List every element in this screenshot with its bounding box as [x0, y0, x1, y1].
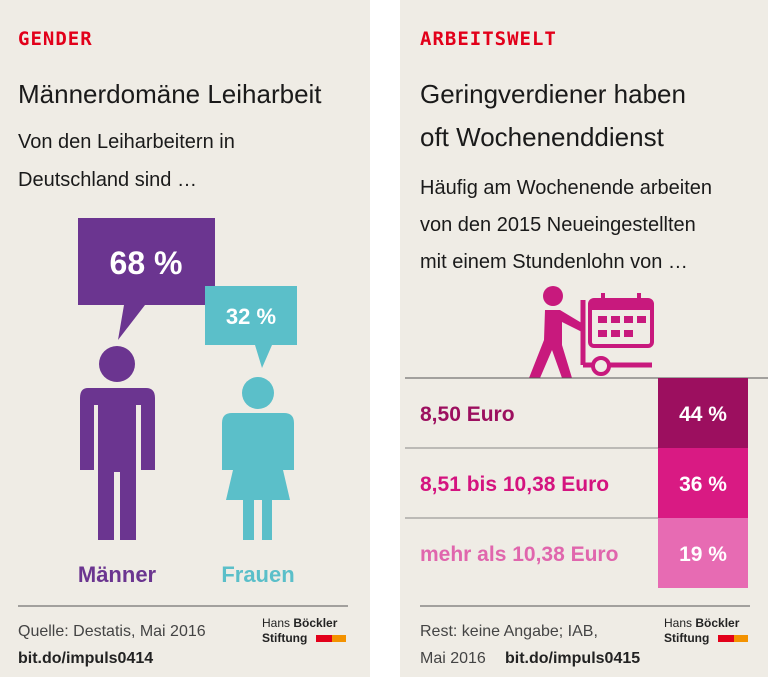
kicker: ARBEITSWELT [420, 28, 557, 50]
row-label: mehr als 10,38 Euro [420, 543, 618, 566]
worker-icon [529, 286, 654, 378]
share: 19 % [679, 543, 727, 566]
title: oft Wochenenddienst [420, 122, 665, 152]
logo-text: Stiftung [262, 631, 307, 645]
kicker: GENDER [18, 28, 93, 50]
share: 68 % [110, 245, 183, 281]
link: bit.do/impuls0414 [18, 650, 153, 667]
title: Geringverdiener haben [420, 79, 686, 109]
share-cell [658, 448, 748, 518]
subtitle: Häufig am Wochenende arbeiten [420, 177, 712, 199]
source: Rest: keine Angabe; IAB, [420, 623, 598, 640]
svg-text:Hans Böckler: Hans Böckler [262, 616, 338, 630]
subtitle: mit einem Stundenlohn von … [420, 251, 688, 273]
share: 36 % [679, 473, 727, 496]
link: bit.do/impuls0415 [505, 650, 640, 667]
share-cell [658, 378, 748, 448]
share: 32 % [226, 304, 276, 329]
group-label: Männer [78, 562, 157, 587]
speech-bubble [205, 286, 297, 368]
group-label: Frauen [221, 562, 294, 587]
subtitle: Von den Leiharbeitern in [18, 131, 235, 153]
speech-bubble [78, 218, 215, 340]
source: Mai 2016 [420, 650, 486, 667]
logo-text: Böckler [293, 616, 337, 630]
subtitle: Deutschland sind … [18, 169, 197, 191]
share: 44 % [679, 403, 727, 426]
source: Quelle: Destatis, Mai 2016 [18, 623, 206, 640]
row-label: 8,51 bis 10,38 Euro [420, 473, 609, 496]
man-icon [80, 346, 155, 540]
row-label: 8,50 Euro [420, 403, 515, 426]
logo: Hans Böckler Stiftung [262, 616, 346, 645]
logo: Hans Böckler Stiftung [664, 616, 748, 645]
panel-bg [0, 0, 370, 677]
logo-text: Hans [262, 616, 290, 630]
svg-text:Hans Böckler: Hans Böckler [664, 616, 740, 630]
logo-text: Hans [664, 616, 692, 630]
share-cell [658, 518, 748, 588]
subtitle: von den 2015 Neueingestellten [420, 214, 696, 236]
title: Männerdomäne Leiharbeit [18, 79, 322, 109]
woman-icon [222, 377, 294, 540]
logo-text: Stiftung [664, 631, 709, 645]
logo-text: Böckler [695, 616, 739, 630]
